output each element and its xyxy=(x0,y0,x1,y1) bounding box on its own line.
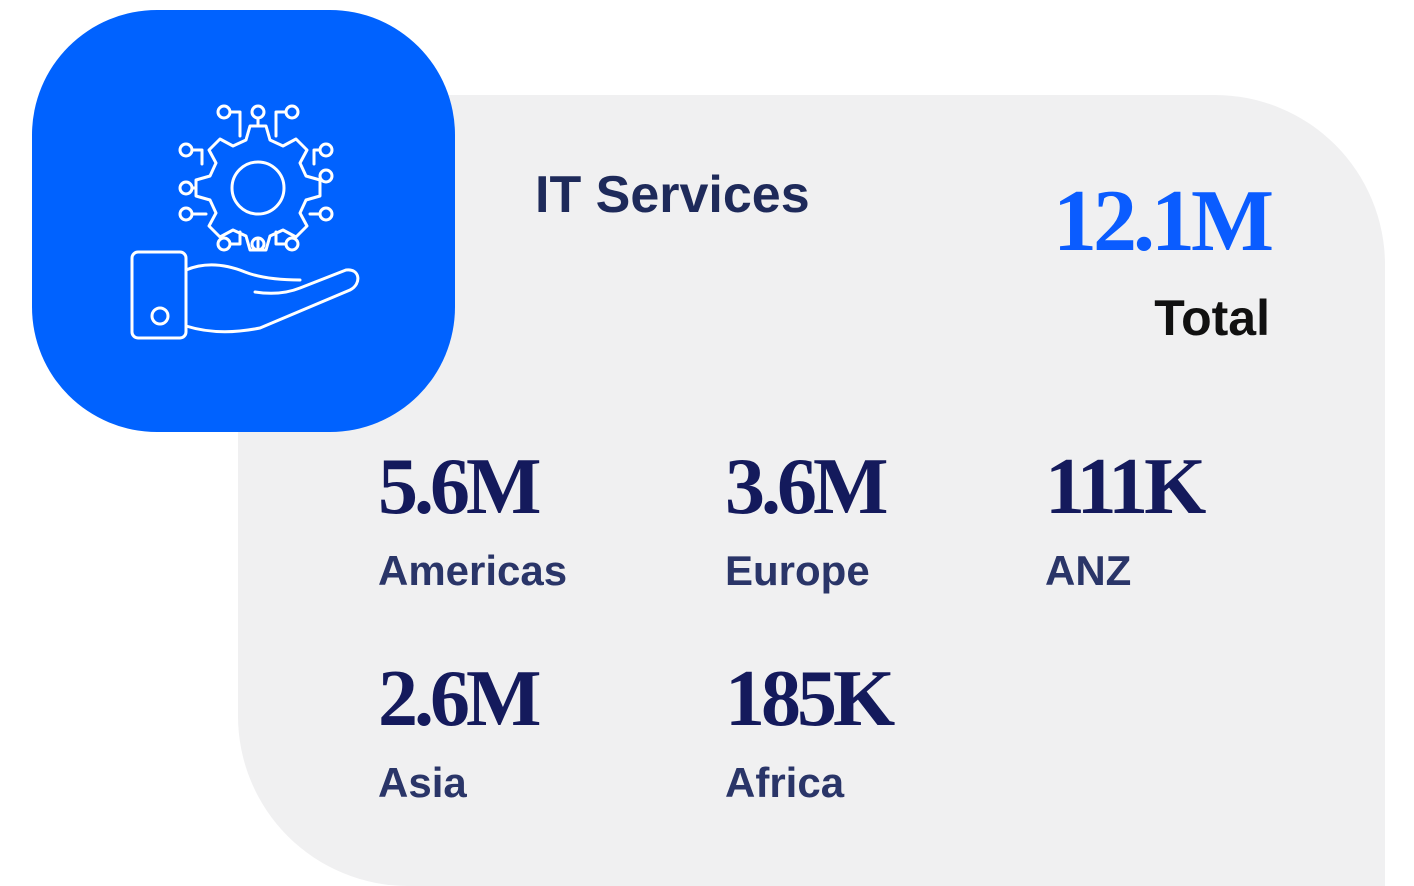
region-value: 185K xyxy=(725,655,895,743)
icon-tile xyxy=(32,10,455,432)
region-value: 5.6M xyxy=(378,443,540,531)
region-value: 111K xyxy=(1045,443,1206,531)
total-value: 12.1M xyxy=(1053,173,1272,270)
region-name: Africa xyxy=(725,759,845,806)
region-value: 2.6M xyxy=(378,655,540,743)
region-value: 3.6M xyxy=(725,443,887,531)
it-services-icon xyxy=(130,104,360,340)
region-name: Americas xyxy=(378,547,567,594)
card-background xyxy=(238,95,1385,886)
region-name: ANZ xyxy=(1045,547,1131,594)
total-label: Total xyxy=(1154,290,1270,346)
region-name: Europe xyxy=(725,547,870,594)
card-title: IT Services xyxy=(535,166,810,224)
region-name: Asia xyxy=(378,759,467,806)
